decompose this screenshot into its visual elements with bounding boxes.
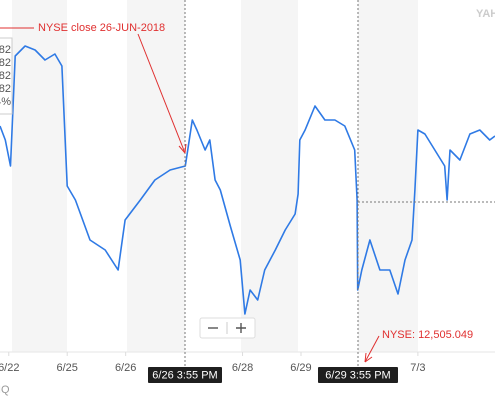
day-band <box>241 0 298 352</box>
annotation: NYSE: 12,505.049 <box>382 329 473 341</box>
x-tick-label: 6/22 <box>0 362 19 374</box>
arrow-head <box>364 352 373 363</box>
annotation-arrow <box>137 33 186 154</box>
cursor-label-bg <box>148 367 222 383</box>
x-tick-label: 6/25 <box>56 362 77 374</box>
x-tick-label: 6/29 <box>290 362 311 374</box>
annotation-arrow <box>364 335 380 363</box>
plot <box>0 45 495 315</box>
tooltip-line: 682 <box>0 44 11 56</box>
tooltip-line: 682 <box>0 70 11 82</box>
zoom-in[interactable] <box>236 323 246 333</box>
cursor-label: 6/26 3:55 PM <box>152 369 217 381</box>
arrow-head <box>178 143 187 154</box>
tooltip <box>0 37 13 115</box>
annotation: NYSE close 26-JUN-2018 <box>38 22 165 34</box>
x-tick-label: 6/26 <box>115 362 136 374</box>
tooltip-line: 4% <box>0 96 11 108</box>
day-band <box>358 0 418 352</box>
source: IQ <box>0 384 10 396</box>
day-band <box>127 0 185 352</box>
logo: YAH <box>476 8 495 20</box>
x-tick-label: 6/28 <box>232 362 253 374</box>
day-band <box>12 0 67 352</box>
cursor-label-bg <box>318 367 398 383</box>
price-line <box>0 45 495 315</box>
cursor-label: 6/29 3:55 PM <box>325 369 390 381</box>
x-tick-label: 7/3 <box>410 362 425 374</box>
tooltip-line: 682 <box>0 57 11 69</box>
tooltip-line: 682 <box>0 83 11 95</box>
